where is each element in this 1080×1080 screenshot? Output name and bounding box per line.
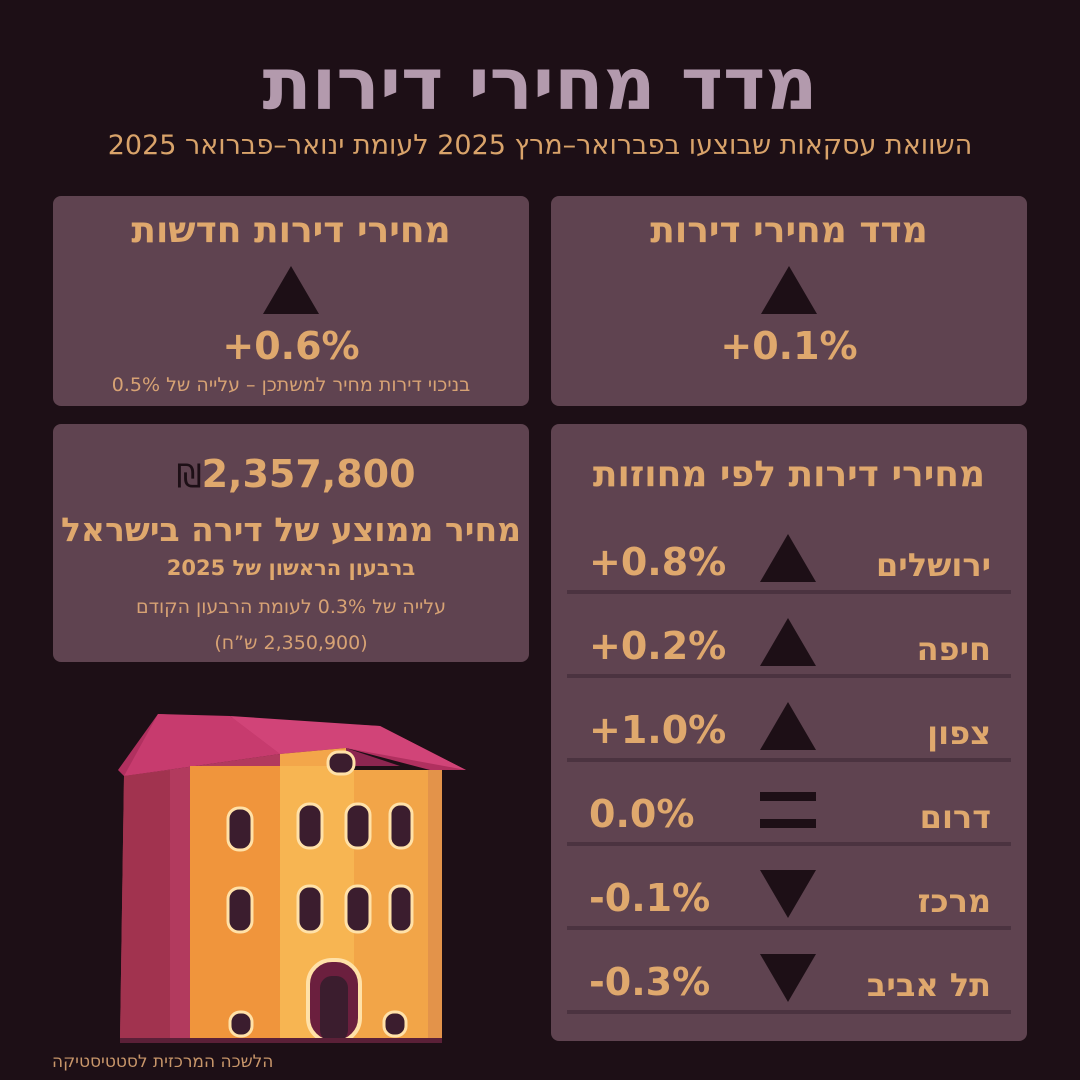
row-divider bbox=[567, 590, 1011, 594]
district-name: תל אביב bbox=[866, 966, 991, 1004]
equal-icon bbox=[760, 792, 816, 828]
average-price-card: ₪2,357,800 מחיר ממוצע של דירה בישראל ברב… bbox=[53, 424, 529, 662]
index-card: מדד מחירי דירות +0.1% bbox=[551, 196, 1027, 406]
district-row: ירושלים +0.8% bbox=[567, 510, 1011, 594]
district-change: +0.8% bbox=[589, 540, 727, 584]
up-arrow-icon bbox=[760, 702, 816, 750]
down-arrow-icon bbox=[760, 870, 816, 918]
average-price-period: ברבעון הראשון של 2025 bbox=[166, 556, 416, 580]
index-change: +0.1% bbox=[720, 324, 858, 368]
new-apartments-note: בניכוי דירות מחיר למשתכן – עלייה של 0.5% bbox=[111, 374, 471, 396]
district-change: 0.0% bbox=[589, 792, 695, 836]
down-arrow-icon bbox=[760, 954, 816, 1002]
row-divider bbox=[567, 758, 1011, 762]
source-credit: הלשכה המרכזית לסטטיסטיקה bbox=[52, 1052, 274, 1072]
district-row: צפון +1.0% bbox=[567, 678, 1011, 762]
district-change: -0.1% bbox=[589, 876, 711, 920]
district-name: דרום bbox=[919, 798, 991, 836]
district-row: תל אביב -0.3% bbox=[567, 930, 1011, 1014]
average-price-amount-row: ₪2,357,800 bbox=[53, 452, 529, 496]
page-title: מדד מחירי דירות bbox=[262, 42, 818, 126]
district-row: דרום 0.0% bbox=[567, 762, 1011, 846]
district-row: חיפה +0.2% bbox=[567, 594, 1011, 678]
district-name: צפון bbox=[927, 714, 991, 752]
row-divider bbox=[567, 926, 1011, 930]
shekel-icon: ₪ bbox=[176, 457, 202, 495]
row-divider bbox=[567, 842, 1011, 846]
up-arrow-icon bbox=[761, 266, 817, 314]
up-arrow-icon bbox=[760, 534, 816, 582]
up-arrow-icon bbox=[263, 266, 319, 314]
row-divider bbox=[567, 1010, 1011, 1014]
district-change: +0.2% bbox=[589, 624, 727, 668]
districts-card: מחירי דירות לפי מחוזות ירושלים +0.8% חיפ… bbox=[551, 424, 1027, 1041]
new-apartments-change: +0.6% bbox=[222, 324, 360, 368]
page-subtitle: השוואת עסקאות שבוצעו בפברואר–מרץ 2025 לע… bbox=[107, 130, 973, 161]
apartment-building-icon bbox=[118, 714, 466, 1043]
average-price-previous: (2,350,900 ש”ח) bbox=[214, 632, 368, 654]
districts-title: מחירי דירות לפי מחוזות bbox=[592, 454, 986, 495]
average-price-change-note: עלייה של 0.3% לעומת הרבעון הקודם bbox=[135, 596, 447, 618]
district-row: מרכז -0.1% bbox=[567, 846, 1011, 930]
district-name: חיפה bbox=[916, 630, 991, 668]
new-apartments-title: מחירי דירות חדשות bbox=[131, 210, 451, 251]
index-card-title: מדד מחירי דירות bbox=[650, 210, 928, 251]
district-change: +1.0% bbox=[589, 708, 727, 752]
district-name: מרכז bbox=[917, 882, 991, 920]
district-name: ירושלים bbox=[876, 546, 991, 584]
new-apartments-card: מחירי דירות חדשות +0.6% בניכוי דירות מחי… bbox=[53, 196, 529, 406]
up-arrow-icon bbox=[760, 618, 816, 666]
row-divider bbox=[567, 674, 1011, 678]
district-change: -0.3% bbox=[589, 960, 711, 1004]
average-price-amount: 2,357,800 bbox=[201, 452, 416, 496]
average-price-title: מחיר ממוצע של דירה בישראל bbox=[60, 510, 522, 549]
